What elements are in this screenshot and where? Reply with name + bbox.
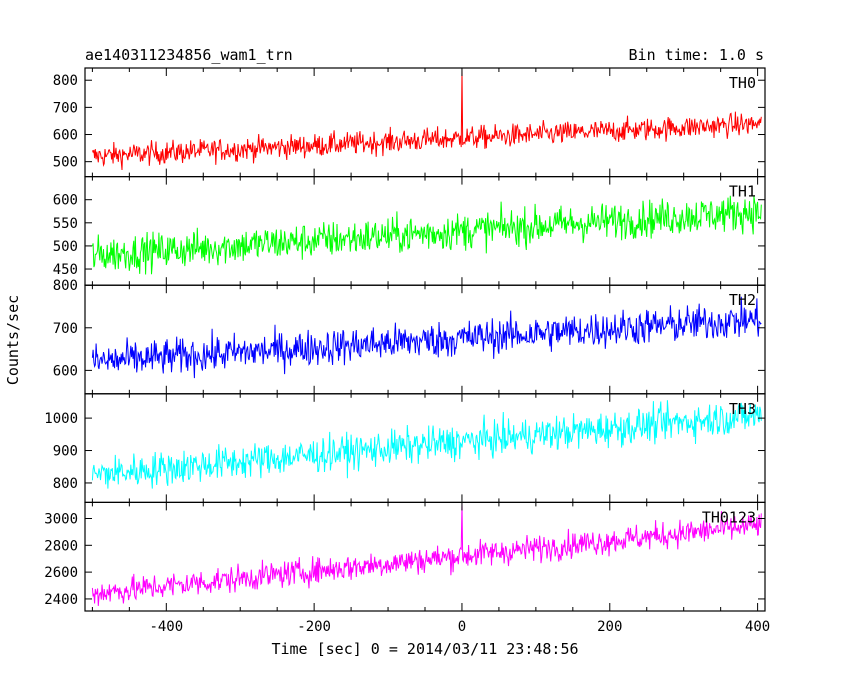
y-axis-label: Counts/sec (4, 295, 22, 385)
y-tick-label: 3000 (44, 511, 78, 527)
chart-title: ae140311234856_wam1_trn (85, 46, 293, 64)
y-tick-label: 600 (53, 128, 78, 144)
y-tick-label: 500 (53, 239, 78, 255)
y-tick-label: 600 (53, 193, 78, 209)
panels-group: 500 600 700 800 TH0 450 500 550 600 TH1 600 700 800 T… (44, 67, 770, 635)
panel-frame (84, 393, 766, 503)
y-tick-label: 800 (53, 73, 78, 89)
y-tick-label: 700 (53, 321, 78, 337)
x-tick-label: 200 (597, 619, 622, 635)
panel-frame (84, 67, 766, 178)
series-line-th2 (91, 296, 762, 379)
series-line-th0 (91, 69, 762, 171)
series-line-th0123 (91, 503, 762, 606)
x-tick-label: 400 (745, 619, 770, 635)
y-tick-label: 1000 (44, 411, 78, 427)
y-tick-label: 2400 (44, 592, 78, 608)
panel-label-th0: TH0 (729, 74, 756, 92)
bin-time-label: Bin time: 1.0 s (629, 46, 764, 64)
y-tick-label: 550 (53, 216, 78, 232)
y-tick-label: 700 (53, 100, 78, 116)
y-tick-label: 450 (53, 262, 78, 278)
y-tick-label: 600 (53, 363, 78, 379)
series-line-th1 (91, 195, 762, 275)
y-tick-label: 2600 (44, 565, 78, 581)
y-tick-label: 800 (53, 476, 78, 492)
x-axis-label: Time [sec] 0 = 2014/03/11 23:48:56 (271, 640, 578, 658)
series-line-th3 (91, 400, 762, 489)
panel-label-th0123: TH0123 (702, 508, 756, 526)
panel-label-th1: TH1 (729, 183, 756, 201)
x-tick-label: 0 (458, 619, 466, 635)
panel-label-th3: TH3 (729, 400, 756, 418)
x-tick-label: -400 (149, 619, 183, 635)
x-tick-label: -200 (297, 619, 331, 635)
panel-frame (84, 501, 766, 612)
y-tick-label: 800 (53, 278, 78, 294)
y-tick-label: 500 (53, 155, 78, 171)
y-tick-label: 900 (53, 444, 78, 460)
panel-label-th2: TH2 (729, 291, 756, 309)
y-tick-label: 2800 (44, 538, 78, 554)
